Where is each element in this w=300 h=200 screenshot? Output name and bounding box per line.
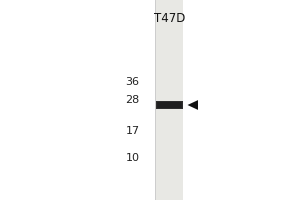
Bar — [158, 102, 181, 108]
Polygon shape — [188, 100, 198, 110]
Text: 36: 36 — [125, 77, 140, 87]
Bar — [157, 102, 182, 108]
Text: 28: 28 — [125, 95, 140, 105]
Bar — [156, 101, 183, 109]
Text: 17: 17 — [125, 126, 140, 136]
Text: 10: 10 — [125, 153, 140, 163]
Text: T47D: T47D — [154, 12, 185, 25]
Bar — [156, 0, 183, 200]
